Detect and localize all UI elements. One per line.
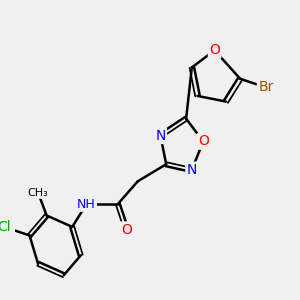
Text: N: N [155,129,166,143]
Text: O: O [209,44,220,57]
Text: Cl: Cl [0,220,11,234]
Text: O: O [121,223,132,237]
Text: N: N [187,163,197,177]
Text: NH: NH [77,198,96,211]
Text: Br: Br [258,80,274,94]
Text: CH₃: CH₃ [28,188,49,198]
Text: O: O [198,134,208,148]
